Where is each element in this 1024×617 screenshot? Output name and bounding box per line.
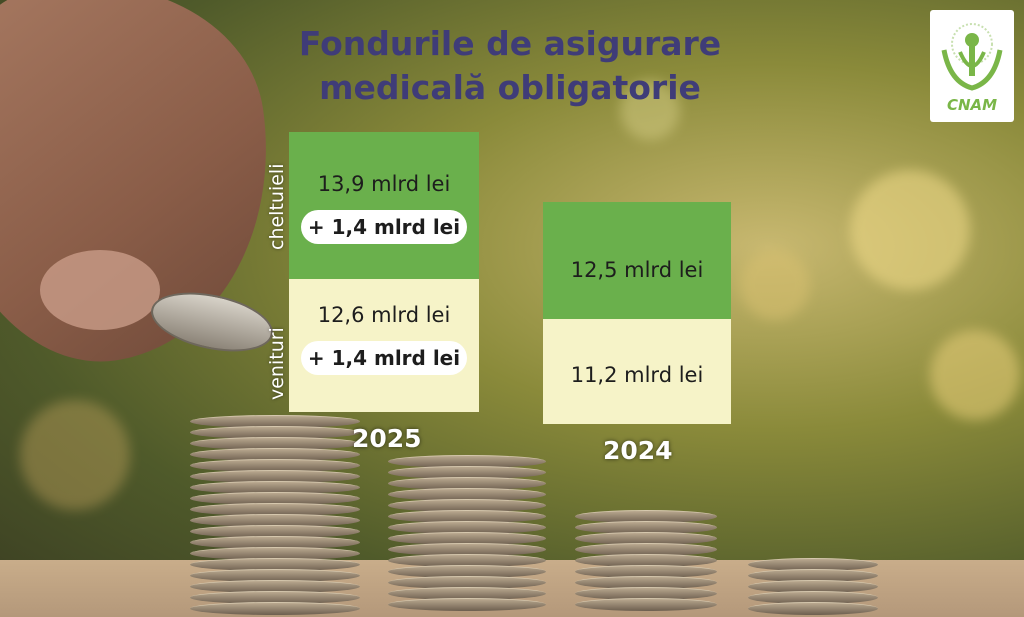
- coin: [748, 602, 878, 615]
- value-label: 12,5 mlrd lei: [570, 258, 704, 282]
- bar-2024: 12,5 mlrd lei 11,2 mlrd lei: [543, 202, 731, 424]
- coin: [748, 569, 878, 582]
- coin: [388, 488, 546, 501]
- coin: [575, 532, 717, 545]
- cnam-logo: CNAM: [930, 10, 1014, 122]
- bar-segment-income-2025: 12,6 mlrd lei + 1,4 mlrd lei: [289, 279, 479, 412]
- bar-segment-expense-2024: 12,5 mlrd lei: [543, 202, 731, 319]
- coin: [190, 591, 360, 604]
- bar-segment-expense-2025: 13,9 mlrd lei + 1,4 mlrd lei: [289, 132, 479, 279]
- year-label-2024: 2024: [603, 436, 673, 465]
- coin: [388, 598, 546, 611]
- coin: [575, 565, 717, 578]
- coin: [388, 532, 546, 545]
- thumb: [40, 250, 160, 330]
- coin: [748, 591, 878, 604]
- coin: [388, 477, 546, 490]
- bokeh-light: [930, 330, 1020, 420]
- coin: [190, 525, 360, 538]
- coin: [388, 576, 546, 589]
- coin: [388, 587, 546, 600]
- cnam-logo-icon: [941, 23, 1003, 91]
- value-label: 12,6 mlrd lei: [317, 303, 451, 327]
- coin: [190, 580, 360, 593]
- value-label: 11,2 mlrd lei: [570, 363, 704, 387]
- coin: [190, 536, 360, 549]
- coin: [575, 576, 717, 589]
- coin: [388, 565, 546, 578]
- coin: [575, 554, 717, 567]
- coin: [575, 510, 717, 523]
- delta-badge: + 1,4 mlrd lei: [301, 341, 467, 375]
- coin: [190, 492, 360, 505]
- coin: [748, 580, 878, 593]
- coin: [190, 448, 360, 461]
- coin: [388, 455, 546, 468]
- bokeh-light: [620, 80, 680, 140]
- coin: [388, 543, 546, 556]
- bar-2025: 13,9 mlrd lei + 1,4 mlrd lei 12,6 mlrd l…: [289, 132, 479, 412]
- page-title: Fondurile de asigurare medicală obligato…: [270, 22, 750, 110]
- year-label-2025: 2025: [352, 424, 422, 453]
- coin: [388, 554, 546, 567]
- coin: [190, 514, 360, 527]
- coin: [388, 466, 546, 479]
- title-line-2: medicală obligatorie: [319, 68, 701, 107]
- coin: [190, 470, 360, 483]
- coin: [575, 587, 717, 600]
- coin: [190, 558, 360, 571]
- coin: [388, 521, 546, 534]
- coin-stack-small: [575, 510, 717, 617]
- bar-segment-income-2024: 11,2 mlrd lei: [543, 319, 731, 424]
- expense-axis-label: cheltuieli: [266, 163, 288, 250]
- bokeh-light: [20, 400, 130, 510]
- income-axis-label: venituri: [266, 327, 288, 400]
- coin-stack-smallest: [748, 558, 878, 617]
- title-line-1: Fondurile de asigurare: [298, 24, 722, 63]
- coin-stack-large: [190, 415, 360, 617]
- coin: [190, 426, 360, 439]
- coin: [575, 543, 717, 556]
- coin: [190, 415, 360, 428]
- coin: [190, 437, 360, 450]
- coin: [388, 510, 546, 523]
- coin: [190, 602, 360, 615]
- coin: [190, 547, 360, 560]
- coin: [388, 499, 546, 512]
- coin: [190, 481, 360, 494]
- coin: [190, 503, 360, 516]
- bokeh-light: [850, 170, 970, 290]
- bokeh-light: [740, 250, 810, 320]
- coin: [748, 558, 878, 571]
- value-label: 13,9 mlrd lei: [317, 172, 451, 196]
- coin: [190, 459, 360, 472]
- coin: [190, 569, 360, 582]
- coin: [575, 598, 717, 611]
- delta-badge: + 1,4 mlrd lei: [301, 210, 467, 244]
- coin: [575, 521, 717, 534]
- logo-text: CNAM: [946, 96, 998, 114]
- coin-stack-medium: [388, 455, 546, 617]
